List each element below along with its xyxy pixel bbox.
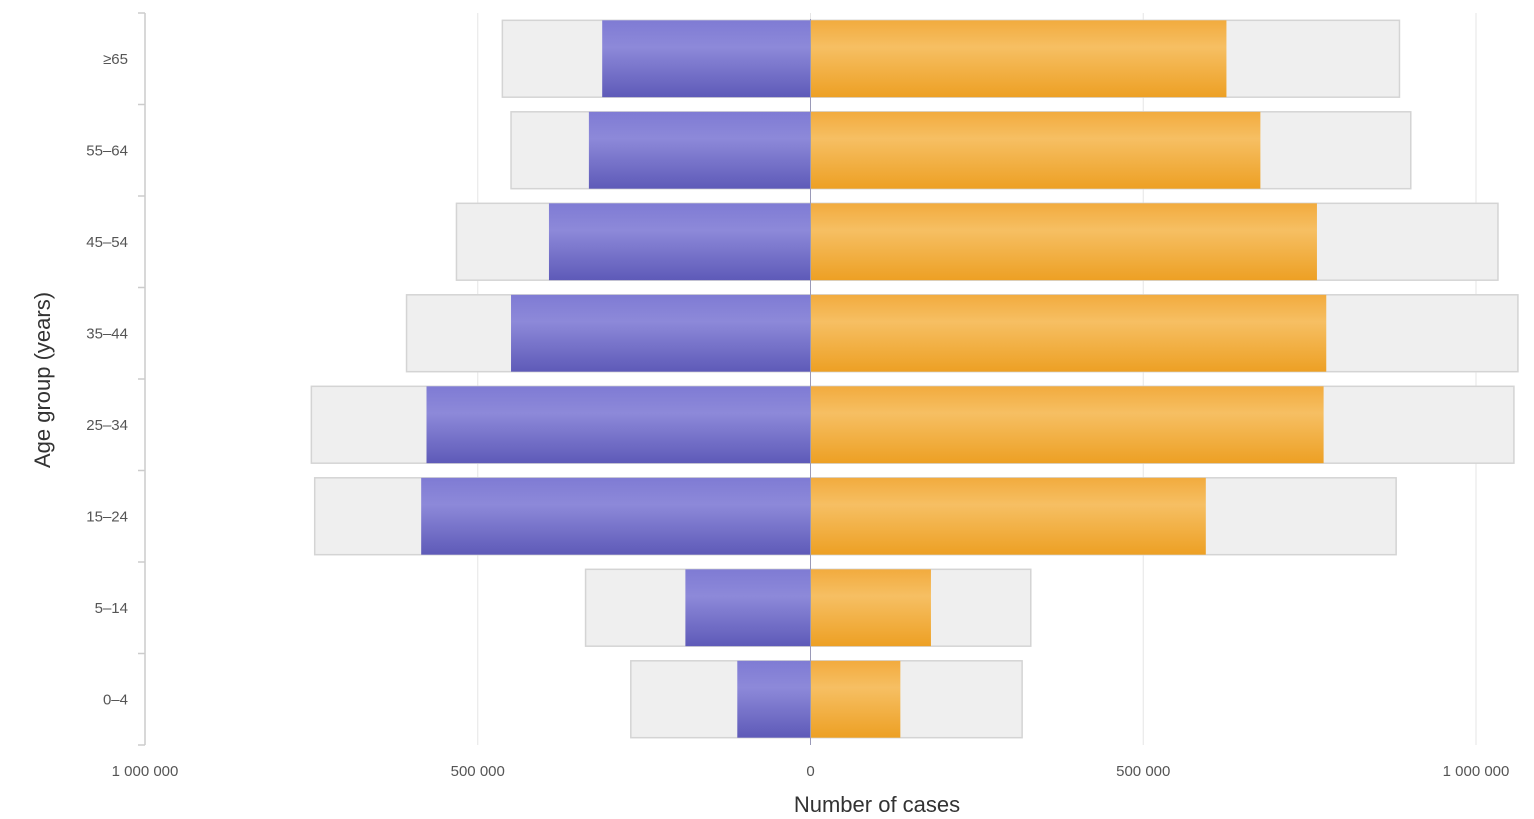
y-tick-label: 25–34 [86,417,128,434]
bar-right-notified [810,386,1324,464]
x-tick-label: 1 000 000 [1443,763,1510,780]
bar-left-notified [511,294,811,372]
bar-right-notified [810,294,1327,372]
y-tick-label: 55–64 [86,142,128,159]
x-tick-label: 1 000 000 [112,763,179,780]
bar-right-notified [810,477,1206,555]
y-tick-label: 0–4 [103,691,128,708]
bars [310,19,1519,739]
bar-left-notified [426,386,811,464]
tick-labels: 1 000 000 500 000 0 500 000 1 000 000 0–4 5–14… [86,51,1509,780]
y-tick-label: 5–14 [95,600,128,617]
x-tick-label: 500 000 [1116,763,1170,780]
y-tick-label: 15–24 [86,508,128,525]
x-tick-label: 0 [806,763,814,780]
y-tick-label: 35–44 [86,325,128,342]
axes [138,12,811,746]
bar-left-notified [588,111,811,189]
y-tick-label: 45–54 [86,234,128,251]
bar-left-notified [737,660,811,738]
bar-right-notified [810,660,901,738]
bar-left-notified [421,477,811,555]
x-tick-label: 500 000 [451,763,505,780]
bar-left-notified [602,20,811,98]
y-axis-title: Age group (years) [30,292,55,468]
y-tick-label: ≥65 [103,51,128,68]
bar-right-notified [810,111,1261,189]
bar-left-notified [685,569,811,647]
bar-right-notified [810,20,1227,98]
x-axis-title: Number of cases [794,792,960,817]
bar-left-notified [548,203,811,281]
bar-right-notified [810,569,931,647]
bar-right-notified [810,203,1317,281]
